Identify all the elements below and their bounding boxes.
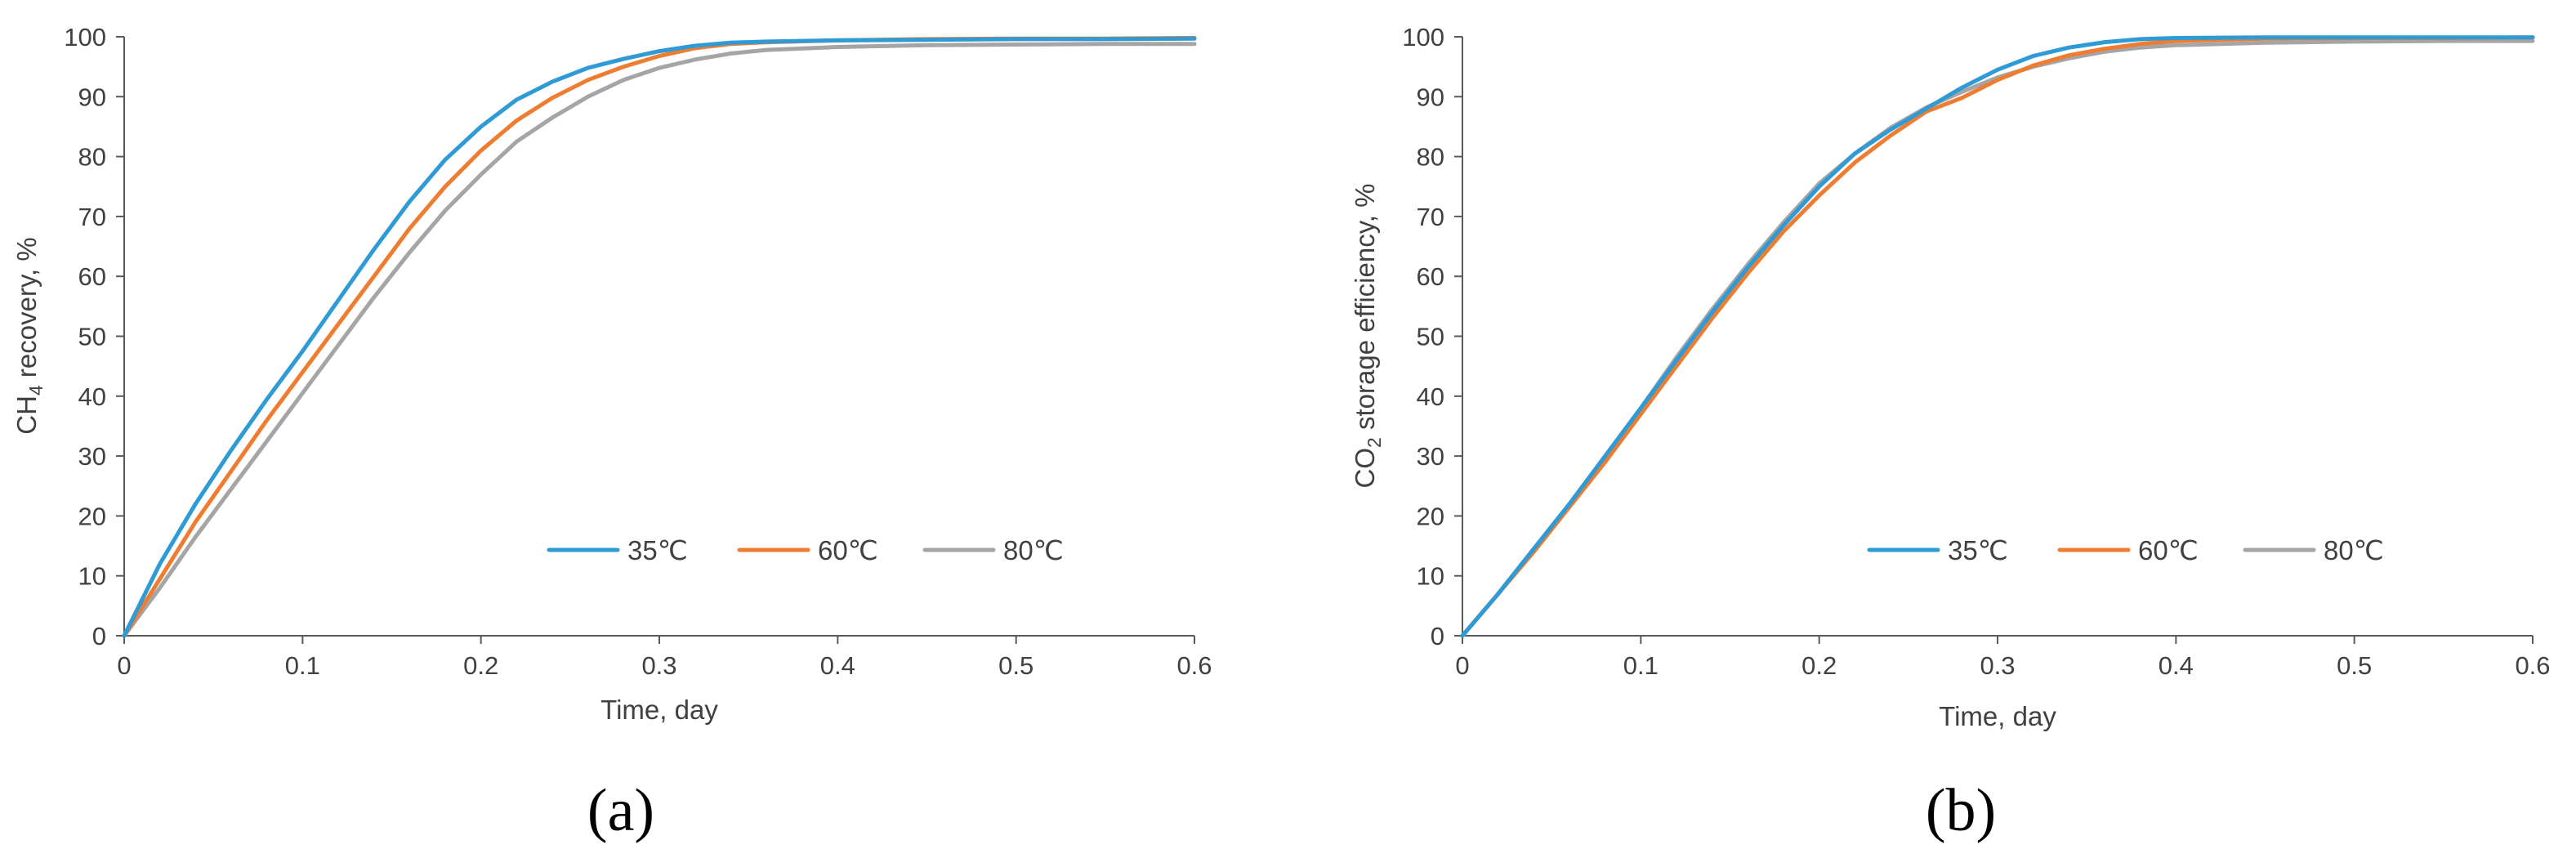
chart-a-y-tick-label: 0 (92, 622, 106, 650)
chart-b-y-axis-title: CO2 storage efficiency, % (1350, 184, 1385, 489)
chart-a-x-tick-label: 0.2 (463, 651, 498, 680)
chart-b-y-tick-label: 90 (1417, 83, 1444, 111)
chart-a-x-tick-label: 0 (117, 651, 131, 680)
chart-a-x-tick-label: 0.1 (285, 651, 320, 680)
chart-a-y-tick-label: 20 (78, 502, 106, 530)
chart-a-x-axis-title: Time, day (600, 695, 718, 725)
chart-b: 0 0.1 0.2 0.3 0.4 0.5 0.6 0 10 20 30 40 50 60 70 80 90 10… (1350, 23, 2551, 844)
chart-a-y-tick-label: 100 (64, 23, 106, 51)
chart-b-y-tick-label: 0 (1431, 622, 1444, 650)
chart-b-y-tick-label: 60 (1417, 262, 1444, 291)
chart-a-legend-label: 35℃ (627, 535, 688, 565)
chart-a: 0 0.1 0.2 0.3 0.4 0.5 0.6 0 10 20 30 40 50 60 70 80 90 10… (11, 23, 1212, 844)
chart-b-x-tick-label: 0.3 (1980, 651, 2015, 680)
chart-a-y-axis-title: CH4 recovery, % (11, 237, 47, 434)
chart-a-y-tick-label: 10 (78, 562, 106, 591)
chart-a-y-tick-label: 50 (78, 323, 106, 351)
chart-a-x-tick-label: 0.5 (998, 651, 1034, 680)
chart-a-series-line-0 (122, 36, 1197, 638)
chart-a-y-tick-label: 40 (78, 382, 106, 411)
chart-a-y-tick-label: 70 (78, 203, 106, 231)
chart-a-panel-label: (a) (587, 777, 654, 844)
chart-b-legend-label: 35℃ (1948, 535, 2008, 565)
chart-b-y-tick-label: 100 (1402, 23, 1444, 51)
chart-b-y-tick-label: 30 (1417, 442, 1444, 471)
chart-b-series-line-0 (1460, 35, 2535, 638)
chart-b-series-line-1 (1460, 35, 2535, 638)
chart-b-y-tick-label: 50 (1417, 323, 1444, 351)
chart-a-legend-label: 60℃ (818, 535, 878, 565)
chart-b-y-tick-label: 80 (1417, 143, 1444, 172)
chart-b-x-tick-label: 0.6 (2515, 651, 2550, 680)
chart-a-series-line-2 (122, 42, 1197, 638)
chart-b-x-axis-title: Time, day (1939, 701, 2056, 731)
chart-a-x-tick-label: 0.3 (641, 651, 676, 680)
chart-a-x-tick-label: 0.6 (1176, 651, 1212, 680)
chart-b-x-tick-label: 0.2 (1801, 651, 1837, 680)
chart-b-y-tick-label: 20 (1417, 502, 1444, 530)
chart-a-y-tick-label: 90 (78, 83, 106, 111)
chart-a-legend-label: 80℃ (1003, 535, 1064, 565)
chart-b-legend-label: 60℃ (2138, 535, 2199, 565)
chart-b-legend-label: 80℃ (2324, 535, 2384, 565)
chart-a-x-tick-label: 0.4 (820, 651, 855, 680)
chart-b-y-tick-label: 10 (1417, 562, 1444, 591)
chart-a-y-tick-label: 80 (78, 143, 106, 172)
chart-b-panel-label: (b) (1926, 777, 1996, 844)
chart-b-x-tick-label: 0 (1455, 651, 1469, 680)
chart-a-y-tick-label: 60 (78, 262, 106, 291)
chart-b-y-tick-label: 40 (1417, 382, 1444, 411)
chart-b-x-tick-label: 0.5 (2337, 651, 2372, 680)
chart-a-y-tick-label: 30 (78, 442, 106, 471)
chart-b-x-tick-label: 0.4 (2159, 651, 2194, 680)
chart-b-y-tick-label: 70 (1417, 203, 1444, 231)
chart-b-x-tick-label: 0.1 (1623, 651, 1659, 680)
